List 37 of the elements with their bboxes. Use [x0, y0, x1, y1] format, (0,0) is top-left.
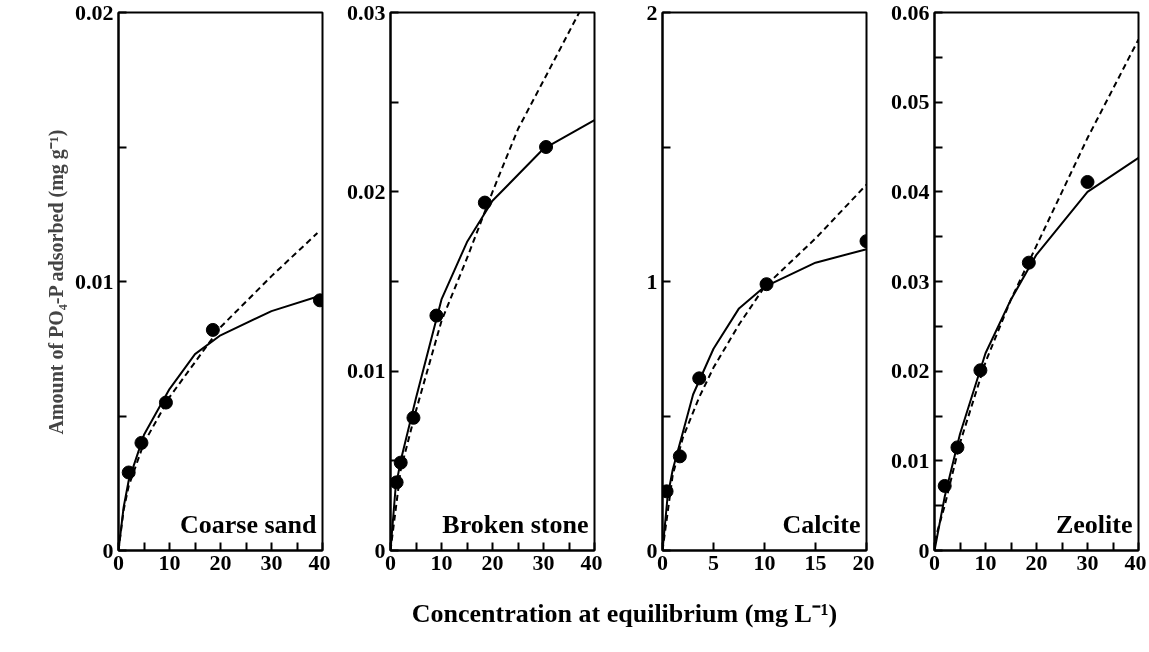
y-tick-label: 2: [646, 0, 658, 25]
y-tick-label: 0.03: [891, 268, 930, 294]
x-tick-label: 30: [1076, 549, 1099, 575]
x-tick-label: 20: [481, 549, 504, 575]
y-tick-label: 0.06: [891, 0, 930, 25]
x-tick-label: 10: [974, 549, 997, 575]
annotation: Broken stone: [442, 509, 589, 539]
x-tick-label: 40: [308, 549, 331, 575]
y-tick-label: 1: [646, 268, 658, 294]
x-tick-label: 40: [1124, 549, 1147, 575]
x-tick-label: 10: [158, 549, 181, 575]
point: [1080, 174, 1095, 189]
x-tick-label: 15: [804, 549, 827, 575]
annotation: Coarse sand: [179, 509, 318, 539]
x-tick-label: 5: [708, 549, 719, 575]
x-tick-label: 40: [580, 549, 603, 575]
annotation: Zeolite: [1055, 509, 1133, 539]
y-tick-label: 0.01: [75, 268, 114, 294]
point: [205, 322, 220, 337]
y-tick-label: 0.01: [347, 358, 386, 384]
y-tick-label: 0.03: [347, 0, 386, 25]
x-tick-label: 20: [209, 549, 232, 575]
x-tick-label: 30: [260, 549, 283, 575]
y-tick-label: 0.02: [891, 358, 930, 384]
y-tick-label: 0.02: [75, 0, 114, 25]
y-tick-label: 0.01: [891, 447, 930, 473]
y-tick-label: 0.05: [891, 89, 930, 115]
x-axis-title: Concentration at equilibrium (mg L⁻¹): [411, 598, 838, 630]
annotation: Calcite: [782, 509, 861, 539]
y-tick-label: 0.02: [347, 178, 386, 204]
x-tick-label: 10: [753, 549, 776, 575]
x-tick-label: 20: [852, 549, 875, 575]
x-tick-label: 30: [532, 549, 555, 575]
x-tick-label: 20: [1025, 549, 1048, 575]
y-tick-label: 0.04: [891, 178, 930, 204]
x-tick-label: 10: [430, 549, 453, 575]
y-axis-title: Amount of PO₄-P adsorbed (mg g⁻¹): [45, 129, 68, 435]
